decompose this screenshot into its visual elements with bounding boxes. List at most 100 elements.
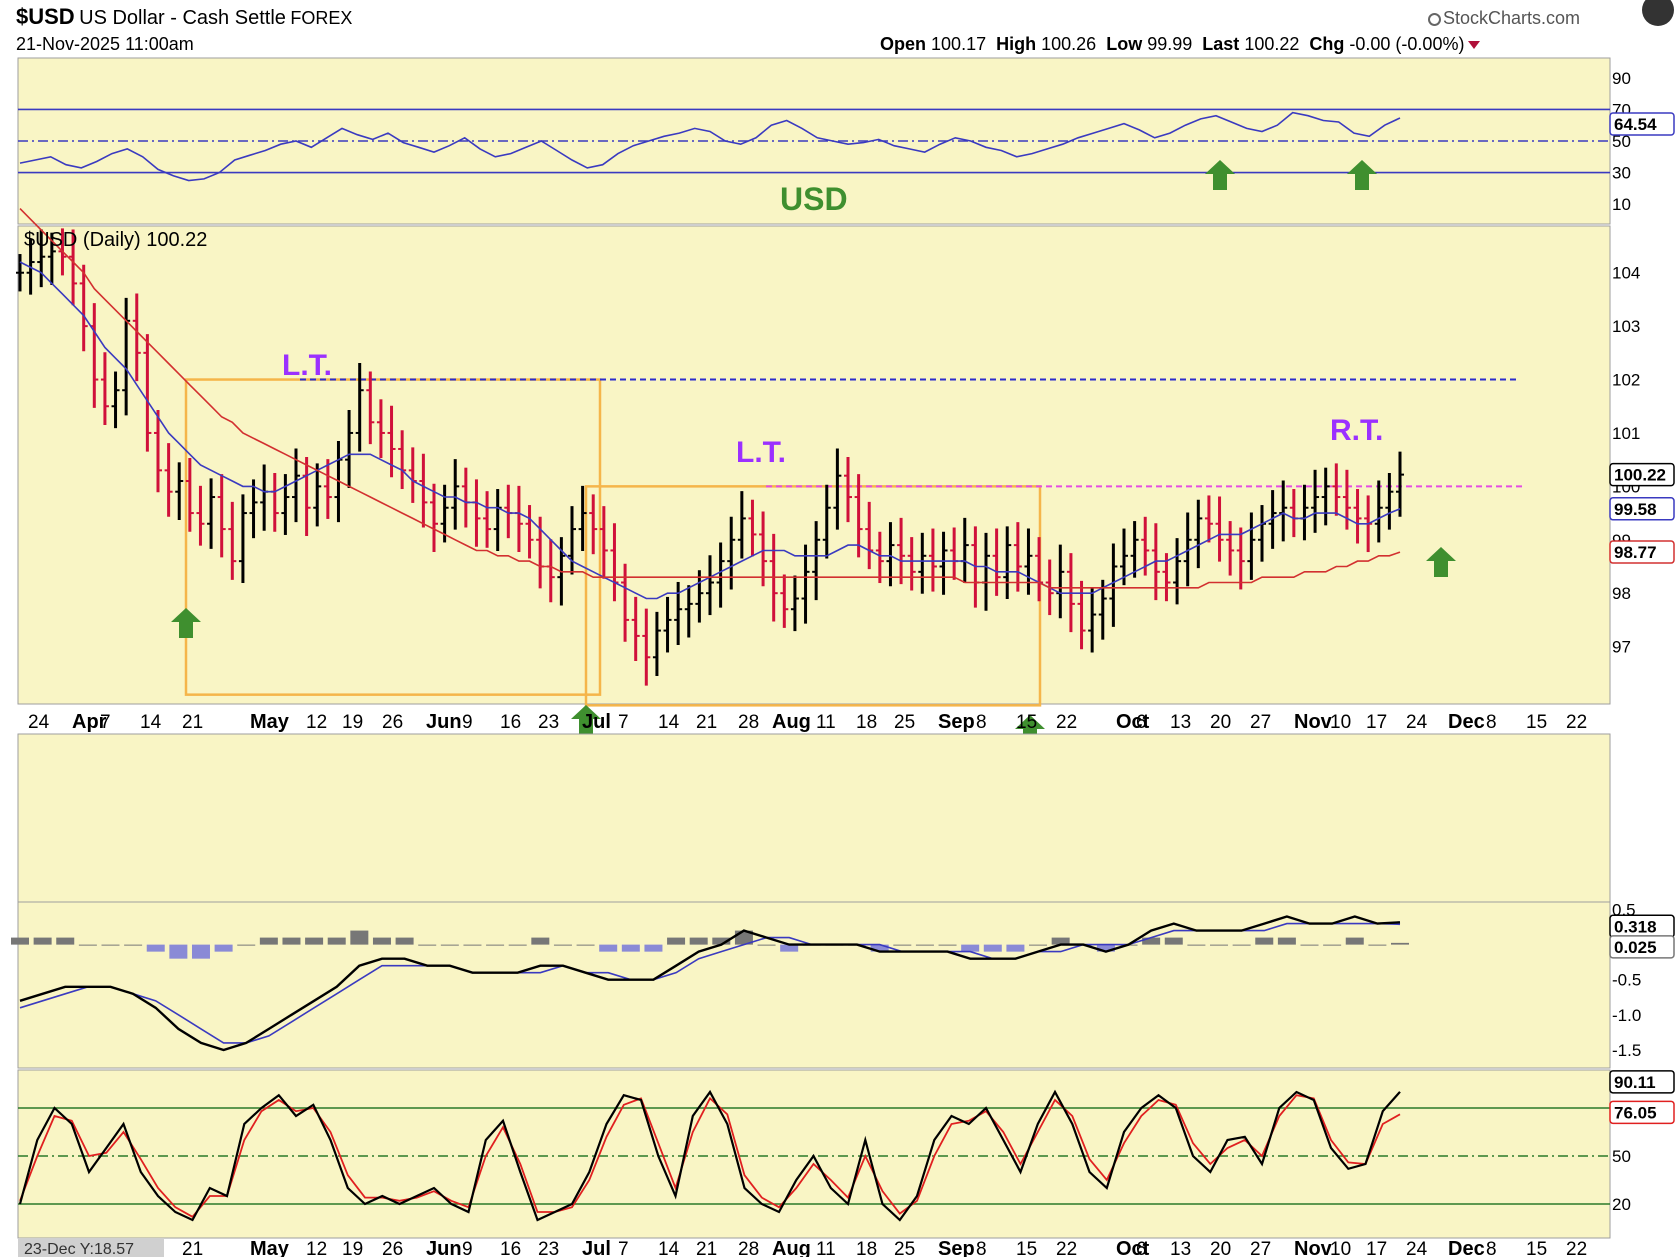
- macd-histogram-bar: [169, 944, 188, 959]
- macd-histogram-bar: [667, 937, 686, 945]
- x-tick-label-bottom: 12: [306, 1239, 327, 1257]
- x-tick-label-bottom: Oct: [1116, 1238, 1150, 1257]
- macd-histogram-bar: [576, 944, 595, 946]
- price-y-tick: 101: [1612, 424, 1640, 443]
- macd-histogram-bar: [961, 944, 980, 952]
- macd-histogram-bar: [350, 930, 369, 945]
- x-tick-label: 20: [1210, 712, 1231, 733]
- x-tick-label-bottom: 22: [1056, 1239, 1077, 1257]
- x-tick-label: Dec: [1448, 711, 1485, 733]
- macd-histogram-bar: [1255, 937, 1274, 945]
- macd-histogram-bar: [440, 944, 459, 946]
- stoch-k-last-value: 90.11: [1614, 1073, 1656, 1092]
- x-tick-label-bottom: 13: [1170, 1239, 1191, 1257]
- rsi-buy-arrow-icon: [1205, 160, 1235, 190]
- macd-histogram-bar: [33, 937, 52, 945]
- x-tick-label: 6: [1136, 712, 1147, 733]
- x-tick-label: 19: [342, 712, 363, 733]
- x-tick-label: 14: [658, 712, 680, 733]
- x-tick-label-bottom: Jun: [426, 1238, 462, 1257]
- macd-histogram-bar: [893, 944, 912, 946]
- price-y-tick: 102: [1612, 371, 1640, 390]
- macd-histogram-bar: [1142, 937, 1161, 945]
- x-tick-label-bottom: 21: [182, 1239, 203, 1257]
- macd-histogram-bar: [1164, 937, 1183, 945]
- x-tick-label-bottom: 19: [342, 1239, 363, 1257]
- x-tick-label: 25: [894, 712, 915, 733]
- macd-histogram-bar: [1096, 944, 1115, 952]
- x-tick-label: 8: [1486, 712, 1497, 733]
- date-badge: 23-Dec Y:18.57: [24, 1241, 134, 1257]
- stoch-k-line: [18, 1089, 1401, 1222]
- macd-histogram-bar: [146, 944, 165, 952]
- macd-histogram-last-value-box: [1609, 935, 1675, 959]
- macd-histogram-bar: [1391, 942, 1409, 945]
- macd-histogram-bar: [124, 944, 143, 946]
- blank-panel: [17, 733, 1611, 903]
- chg-value: -0.00 (-0.00%): [1349, 34, 1465, 54]
- x-tick-label-bottom: 9: [462, 1239, 473, 1257]
- x-tick-label-bottom: 15: [1016, 1239, 1037, 1257]
- x-tick-label-bottom: Dec: [1448, 1238, 1485, 1257]
- menu-icon[interactable]: [1642, 0, 1674, 26]
- sma-slow-last-value-box: [1609, 540, 1675, 564]
- x-tick-label: 16: [500, 712, 521, 733]
- macd-histogram-bar: [486, 944, 505, 946]
- x-tick-label-bottom: Sep: [938, 1238, 975, 1257]
- macd-histogram-bar: [938, 944, 957, 946]
- last-label: Last: [1202, 34, 1240, 54]
- macd-histogram-bar: [214, 944, 233, 952]
- x-tick-label-bottom: 15: [1526, 1239, 1547, 1257]
- x-tick-label-bottom: 8: [1486, 1239, 1497, 1257]
- x-tick-label-bottom: 18: [856, 1239, 877, 1257]
- last-value: 100.22: [1244, 34, 1300, 54]
- x-tick-label: Sep: [938, 711, 975, 733]
- rsi-last-value: 64.54: [1614, 115, 1657, 134]
- x-tick-label: 18: [856, 712, 877, 733]
- price-y-tick: 98: [1612, 584, 1631, 603]
- down-triangle-icon: [1468, 41, 1481, 50]
- chart-header: $USD US Dollar - Cash Settle FOREX: [16, 4, 352, 30]
- macd-histogram-bar: [11, 937, 29, 945]
- price-panel-title: $USD (Daily) 100.22: [24, 229, 207, 251]
- x-tick-label-bottom: Nov: [1294, 1238, 1333, 1257]
- price-last-value: 100.22: [1614, 466, 1666, 485]
- x-tick-label-bottom: 8: [976, 1239, 987, 1257]
- stoch-d-last-value: 76.05: [1614, 1103, 1657, 1122]
- macd-histogram-bar: [1300, 944, 1319, 946]
- macd-histogram-bar: [1323, 944, 1342, 946]
- x-tick-label: 15: [1526, 712, 1547, 733]
- watermark: StockCharts.com: [1428, 8, 1580, 29]
- macd-histogram-bar: [983, 944, 1002, 952]
- x-tick-label: 14: [140, 712, 162, 733]
- price-buy-arrow-icon: [171, 608, 201, 638]
- watermark-text: StockCharts.com: [1443, 8, 1581, 28]
- x-tick-label-bottom: 21: [696, 1239, 717, 1257]
- macd-histogram-bar: [463, 944, 482, 946]
- macd-y-tick: -1.0: [1612, 1006, 1641, 1025]
- macd-histogram-bar: [689, 937, 708, 945]
- ohlc-readout: Open 100.17 High 100.26 Low 99.99 Last 1…: [880, 34, 1481, 55]
- rsi-y-tick: 90: [1612, 69, 1631, 88]
- x-tick-label: 27: [1250, 712, 1271, 733]
- x-tick-label-bottom: 11: [816, 1239, 836, 1257]
- stoch-k-last-value-box: [1609, 1070, 1675, 1094]
- stochastic-panel: 50 20 90.11 76.05: [17, 1069, 1675, 1239]
- high-label: High: [996, 34, 1037, 54]
- macd-histogram-bar: [56, 937, 75, 945]
- chg-label: Chg: [1309, 34, 1345, 54]
- macd-histogram-bar: [101, 944, 120, 946]
- stoch-y-tick: 50: [1612, 1147, 1631, 1166]
- stoch-d-last-value-box: [1609, 1100, 1675, 1125]
- x-tick-label-bottom: 24: [1406, 1239, 1428, 1257]
- sma-slow-last-value: 98.77: [1614, 543, 1657, 562]
- sma-slow-line: [19, 208, 1401, 589]
- x-tick-label-bottom: 10: [1330, 1239, 1351, 1257]
- price-y-tick: 103: [1612, 317, 1640, 336]
- rsi-buy-arrow-icon: [1347, 160, 1377, 190]
- usd-annotation: USD: [780, 181, 848, 217]
- datetime: 21-Nov-2025 11:00am: [16, 34, 194, 54]
- x-tick-label: Oct: [1116, 711, 1150, 733]
- x-tick-label-bottom: 22: [1566, 1239, 1587, 1257]
- x-tick-label: 24: [28, 712, 50, 733]
